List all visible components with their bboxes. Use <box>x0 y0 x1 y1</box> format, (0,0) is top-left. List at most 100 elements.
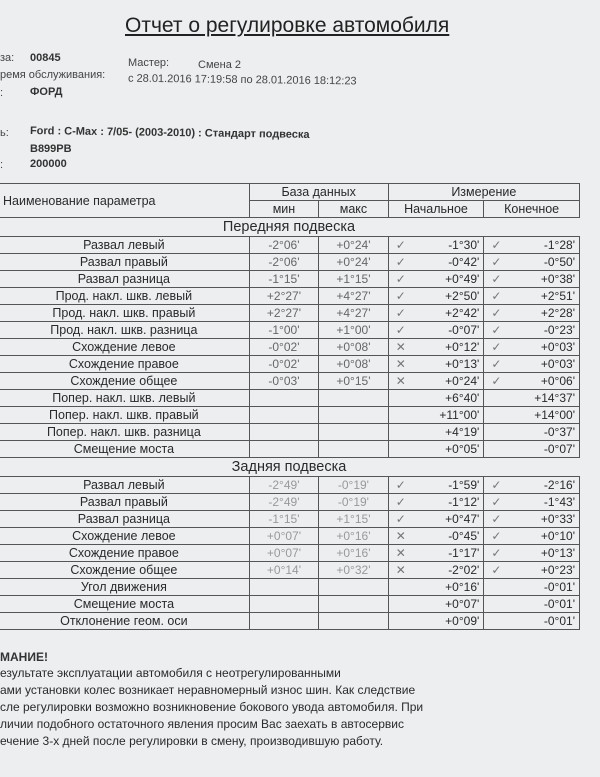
table-row: Попер. накл. шкв. разница +4°19' -0°37' <box>0 423 581 441</box>
initial-value: +0°47' <box>412 510 485 528</box>
initial-value: +6°40' <box>412 389 485 407</box>
initial-value: -1°12' <box>412 493 485 511</box>
initial-status-icon <box>387 595 413 613</box>
db-min <box>248 612 320 630</box>
db-min <box>248 595 320 613</box>
initial-status-icon <box>387 578 413 596</box>
final-status-icon: ✓ <box>483 510 509 528</box>
initial-status-icon: ✓ <box>387 287 413 305</box>
col-measurement: Измерение <box>387 183 581 201</box>
db-max <box>318 612 389 630</box>
final-status-icon <box>483 440 509 458</box>
param-name: Смещение моста <box>0 595 250 613</box>
param-name: Попер. накл. шкв. разница <box>0 423 250 441</box>
table-row: Смещение моста +0°07' -0°01' <box>0 595 581 613</box>
page-title: Отчет о регулировке автомобиля <box>125 14 450 37</box>
final-value: +2°51' <box>508 287 581 305</box>
initial-value: +0°07' <box>412 595 485 613</box>
param-name: Развал левый <box>0 476 250 494</box>
final-status-icon: ✓ <box>483 544 509 562</box>
alignment-table: Наименование параметра База данных Измер… <box>0 183 581 630</box>
time-label: ремя обслуживания: <box>0 69 106 81</box>
section-title: Задняя подвеска <box>0 457 580 477</box>
table-row: Угол движения +0°16' -0°01' <box>0 578 581 596</box>
final-value: +0°13' <box>508 544 581 562</box>
final-status-icon: ✓ <box>483 270 509 288</box>
param-name: Прод. накл. шкв. правый <box>0 304 250 322</box>
final-status-icon: ✓ <box>483 236 509 254</box>
table-row: Развал правый -2°49' -0°19' ✓ -1°12' ✓ -1°43' <box>0 493 581 511</box>
db-max: +1°15' <box>318 510 389 528</box>
final-value: -0°50' <box>508 253 581 271</box>
final-status-icon: ✓ <box>483 527 509 545</box>
initial-value: +11°00' <box>412 406 485 424</box>
initial-status-icon: ✓ <box>387 253 413 271</box>
final-value: +0°23' <box>508 561 581 579</box>
db-min <box>248 440 320 458</box>
mileage: 200000 <box>30 158 67 170</box>
final-value: -0°07' <box>508 440 581 458</box>
param-name: Схождение левое <box>0 338 250 356</box>
initial-value: -1°59' <box>412 476 485 494</box>
initial-value: +0°09' <box>412 612 485 630</box>
initial-status-icon: ✕ <box>387 544 413 562</box>
param-name: Схождение правое <box>0 544 250 562</box>
db-min: -0°02' <box>248 355 320 373</box>
param-name: Схождение правое <box>0 355 250 373</box>
param-name: Схождение левое <box>0 527 250 545</box>
final-value: +0°33' <box>508 510 581 528</box>
initial-value: +0°24' <box>412 372 485 390</box>
final-status-icon: ✓ <box>483 287 509 305</box>
initial-value: -0°45' <box>412 527 485 545</box>
initial-value: +0°49' <box>412 270 485 288</box>
db-min: +2°27' <box>248 287 320 305</box>
final-value: -0°01' <box>508 595 581 613</box>
model: Ford : C-Max : 7/05- (2003-2010) : Станд… <box>29 125 310 141</box>
final-value: +0°03' <box>508 338 581 356</box>
final-status-icon <box>483 389 509 407</box>
final-status-icon: ✓ <box>483 304 509 322</box>
db-max <box>318 578 389 596</box>
initial-status-icon: ✕ <box>387 372 413 390</box>
initial-value: +2°42' <box>412 304 485 322</box>
db-min <box>248 406 320 424</box>
db-max: +0°16' <box>318 544 389 562</box>
db-min <box>248 389 320 407</box>
initial-status-icon <box>387 406 413 424</box>
order-label: за: <box>0 52 15 64</box>
param-name: Отклонение геом. оси <box>0 612 250 630</box>
mileage-label: : <box>0 159 4 171</box>
final-value: +0°03' <box>508 355 581 373</box>
col-db: База данных <box>248 183 389 201</box>
db-min: -1°00' <box>248 321 320 339</box>
final-status-icon: ✓ <box>483 253 509 271</box>
db-min <box>248 423 320 441</box>
final-value: -0°01' <box>508 612 581 630</box>
initial-value: -0°07' <box>412 321 485 339</box>
initial-status-icon <box>387 389 413 407</box>
param-name: Развал левый <box>0 236 250 254</box>
db-max <box>318 423 389 441</box>
db-max: +0°32' <box>318 561 389 579</box>
table-row: Схождение левое +0°07' +0°16' ✕ -0°45' ✓ +0°10… <box>0 527 581 545</box>
final-status-icon: ✓ <box>483 372 509 390</box>
table-row: Попер. накл. шкв. правый +11°00' +14°00' <box>0 406 581 424</box>
db-max: +0°08' <box>318 355 389 373</box>
col-final: Конечное <box>483 200 580 218</box>
final-value: +0°10' <box>508 527 581 545</box>
db-min: -1°15' <box>248 270 320 288</box>
initial-value: -1°17' <box>412 544 485 562</box>
final-value: -0°37' <box>508 423 581 441</box>
db-max: +4°27' <box>318 304 389 322</box>
param-name: Развал разница <box>0 270 250 288</box>
db-max <box>318 440 389 458</box>
master-label: Мастер: <box>128 57 170 69</box>
final-status-icon: ✓ <box>483 561 509 579</box>
brand-label: : <box>0 87 4 99</box>
db-max: +0°08' <box>318 338 389 356</box>
table-row: Схождение правое -0°02' +0°08' ✕ +0°13' ✓ +0°0… <box>0 355 581 373</box>
table-row: Развал левый -2°06' +0°24' ✓ -1°30' ✓ -1°28' <box>0 236 581 254</box>
final-status-icon <box>483 578 509 596</box>
table-row: Прод. накл. шкв. правый +2°27' +4°27' ✓ +2°4… <box>0 304 581 322</box>
db-max: +0°24' <box>318 236 389 254</box>
